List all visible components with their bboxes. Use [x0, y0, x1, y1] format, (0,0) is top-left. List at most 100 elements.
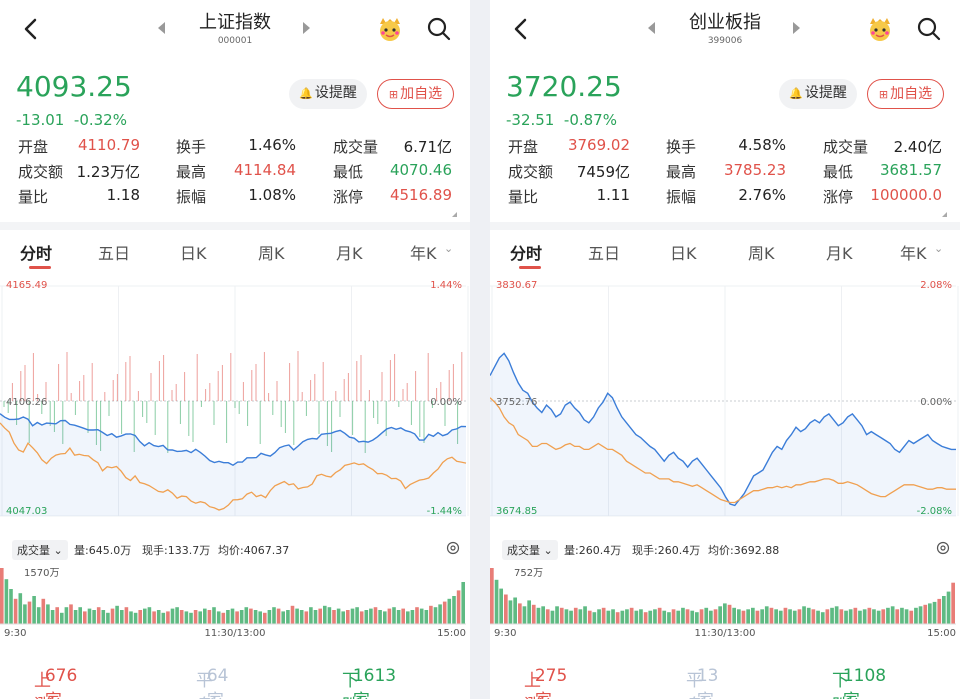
stat-label: 最低 — [333, 163, 364, 181]
expand-corner-icon[interactable] — [452, 212, 457, 217]
add-watchlist-button[interactable]: ⊞ 加自选 — [377, 79, 454, 109]
volume-bar — [179, 610, 184, 624]
volume-bar — [27, 601, 32, 624]
search-icon[interactable] — [916, 16, 942, 42]
tab-5[interactable]: 年K — [410, 244, 437, 263]
tab-5[interactable]: 年K — [900, 244, 927, 263]
tab-3[interactable]: 周K — [748, 244, 775, 263]
tab-1[interactable]: 五日 — [98, 244, 131, 263]
tab-1[interactable]: 五日 — [588, 244, 621, 263]
mascot-icon[interactable] — [866, 16, 894, 42]
volume-bar — [844, 610, 848, 624]
volume-bar — [212, 607, 216, 624]
intraday-chart[interactable]: 3830.67 3752.76 3674.85 2.08% 0.00% -2.08% — [490, 272, 960, 532]
add-watchlist-button[interactable]: ⊞ 加自选 — [867, 79, 944, 109]
stat-value: 100000.0 — [870, 186, 942, 204]
set-reminder-button[interactable]: 🔔 设提醒 — [779, 79, 857, 109]
tab-4[interactable]: 月K — [336, 244, 363, 263]
volume-bar — [746, 609, 750, 624]
stat-label: 成交量 — [823, 138, 869, 156]
stat-label: 开盘 — [508, 138, 539, 156]
volume-bar — [918, 606, 923, 624]
volume-selector[interactable]: 成交量 ⌄ — [502, 540, 558, 560]
volume-bar — [406, 611, 410, 624]
volume-bar — [120, 610, 124, 624]
volume-bar — [830, 607, 834, 624]
volume-bar — [625, 609, 629, 624]
chevron-down-icon: ⌄ — [444, 242, 454, 255]
gear-icon[interactable] — [446, 541, 460, 555]
divider — [0, 222, 470, 230]
volume-bar — [685, 609, 690, 624]
volume-bar — [909, 610, 914, 624]
active-tab-underline — [519, 266, 541, 269]
x-mid-label: 11:30/13:00 — [204, 628, 265, 639]
x-start-label: 9:30 — [4, 628, 26, 639]
volume-bar — [249, 608, 253, 624]
volume-bar — [923, 604, 928, 624]
volume-selector[interactable]: 成交量 ⌄ — [12, 540, 68, 560]
stat-value: 1.23万亿 — [76, 163, 140, 181]
volume-bar — [143, 608, 147, 624]
volume-bar — [299, 610, 304, 624]
tab-0[interactable]: 分时 — [20, 244, 53, 263]
volume-bar — [569, 610, 573, 624]
volume-bar — [4, 579, 9, 624]
stat-value: 3769.02 — [567, 136, 630, 154]
tab-2[interactable]: 日K — [180, 244, 207, 263]
y-mid-label: 4106.26 — [6, 397, 47, 408]
volume-bar — [513, 597, 517, 624]
intraday-chart[interactable]: 4165.49 4106.26 4047.03 1.44% 0.00% -1.44% — [0, 272, 470, 532]
volume-bar — [713, 609, 718, 624]
header: 上证指数 000001 — [0, 0, 470, 60]
stat-label: 开盘 — [18, 138, 49, 156]
prev-index-icon[interactable] — [158, 22, 165, 34]
pct-min-label: -1.44% — [427, 506, 462, 517]
volume-chart: 1570万 9:30 11:30/13:00 15:00 — [0, 568, 466, 639]
gear-icon[interactable] — [936, 541, 950, 555]
stat-value: 2.76% — [738, 186, 786, 204]
prev-index-icon[interactable] — [648, 22, 655, 34]
volume-bar — [461, 582, 465, 624]
tab-4[interactable]: 月K — [826, 244, 853, 263]
stat-value: 4.58% — [738, 136, 786, 154]
bell-icon: 🔔 — [299, 87, 313, 100]
volume-bar — [258, 611, 262, 624]
mascot-icon[interactable] — [376, 16, 404, 42]
volume-bar — [681, 607, 685, 624]
tab-2[interactable]: 日K — [670, 244, 697, 263]
tab-0[interactable]: 分时 — [510, 244, 543, 263]
volume-bar — [96, 607, 101, 624]
stat-value: 4070.46 — [389, 161, 452, 179]
tab-3[interactable]: 周K — [258, 244, 285, 263]
back-icon[interactable] — [508, 14, 534, 44]
expand-corner-icon[interactable] — [942, 212, 947, 217]
volume-bar — [774, 609, 778, 624]
pct-max-label: 1.44% — [430, 280, 462, 291]
volume-bar — [858, 610, 862, 624]
next-index-icon[interactable] — [793, 22, 800, 34]
set-reminder-button[interactable]: 🔔 设提醒 — [289, 79, 367, 109]
stat-label: 成交额 — [508, 163, 554, 181]
volume-bar — [170, 608, 175, 624]
y-min-label: 3674.85 — [496, 506, 537, 517]
back-icon[interactable] — [18, 14, 44, 44]
bell-icon: 🔔 — [789, 87, 803, 100]
volume-bar — [904, 609, 909, 624]
current-price: 3720.25 — [506, 70, 622, 103]
volume-bar — [106, 612, 110, 624]
volume-bar — [578, 609, 583, 624]
volume-bar — [671, 609, 676, 624]
search-icon[interactable] — [426, 16, 452, 42]
volume-bar — [727, 604, 732, 624]
index-title: 上证指数 — [199, 12, 271, 33]
volume-peak-label: 1570万 — [24, 568, 59, 579]
next-index-icon[interactable] — [303, 22, 310, 34]
volume-bar — [346, 610, 350, 624]
stat-value: 3785.23 — [723, 161, 786, 179]
volume-bar — [550, 610, 555, 624]
volume-bar — [676, 610, 681, 624]
volume-bar — [802, 606, 806, 624]
volume-peak-label: 752万 — [514, 568, 543, 579]
volume-bar — [942, 596, 946, 624]
